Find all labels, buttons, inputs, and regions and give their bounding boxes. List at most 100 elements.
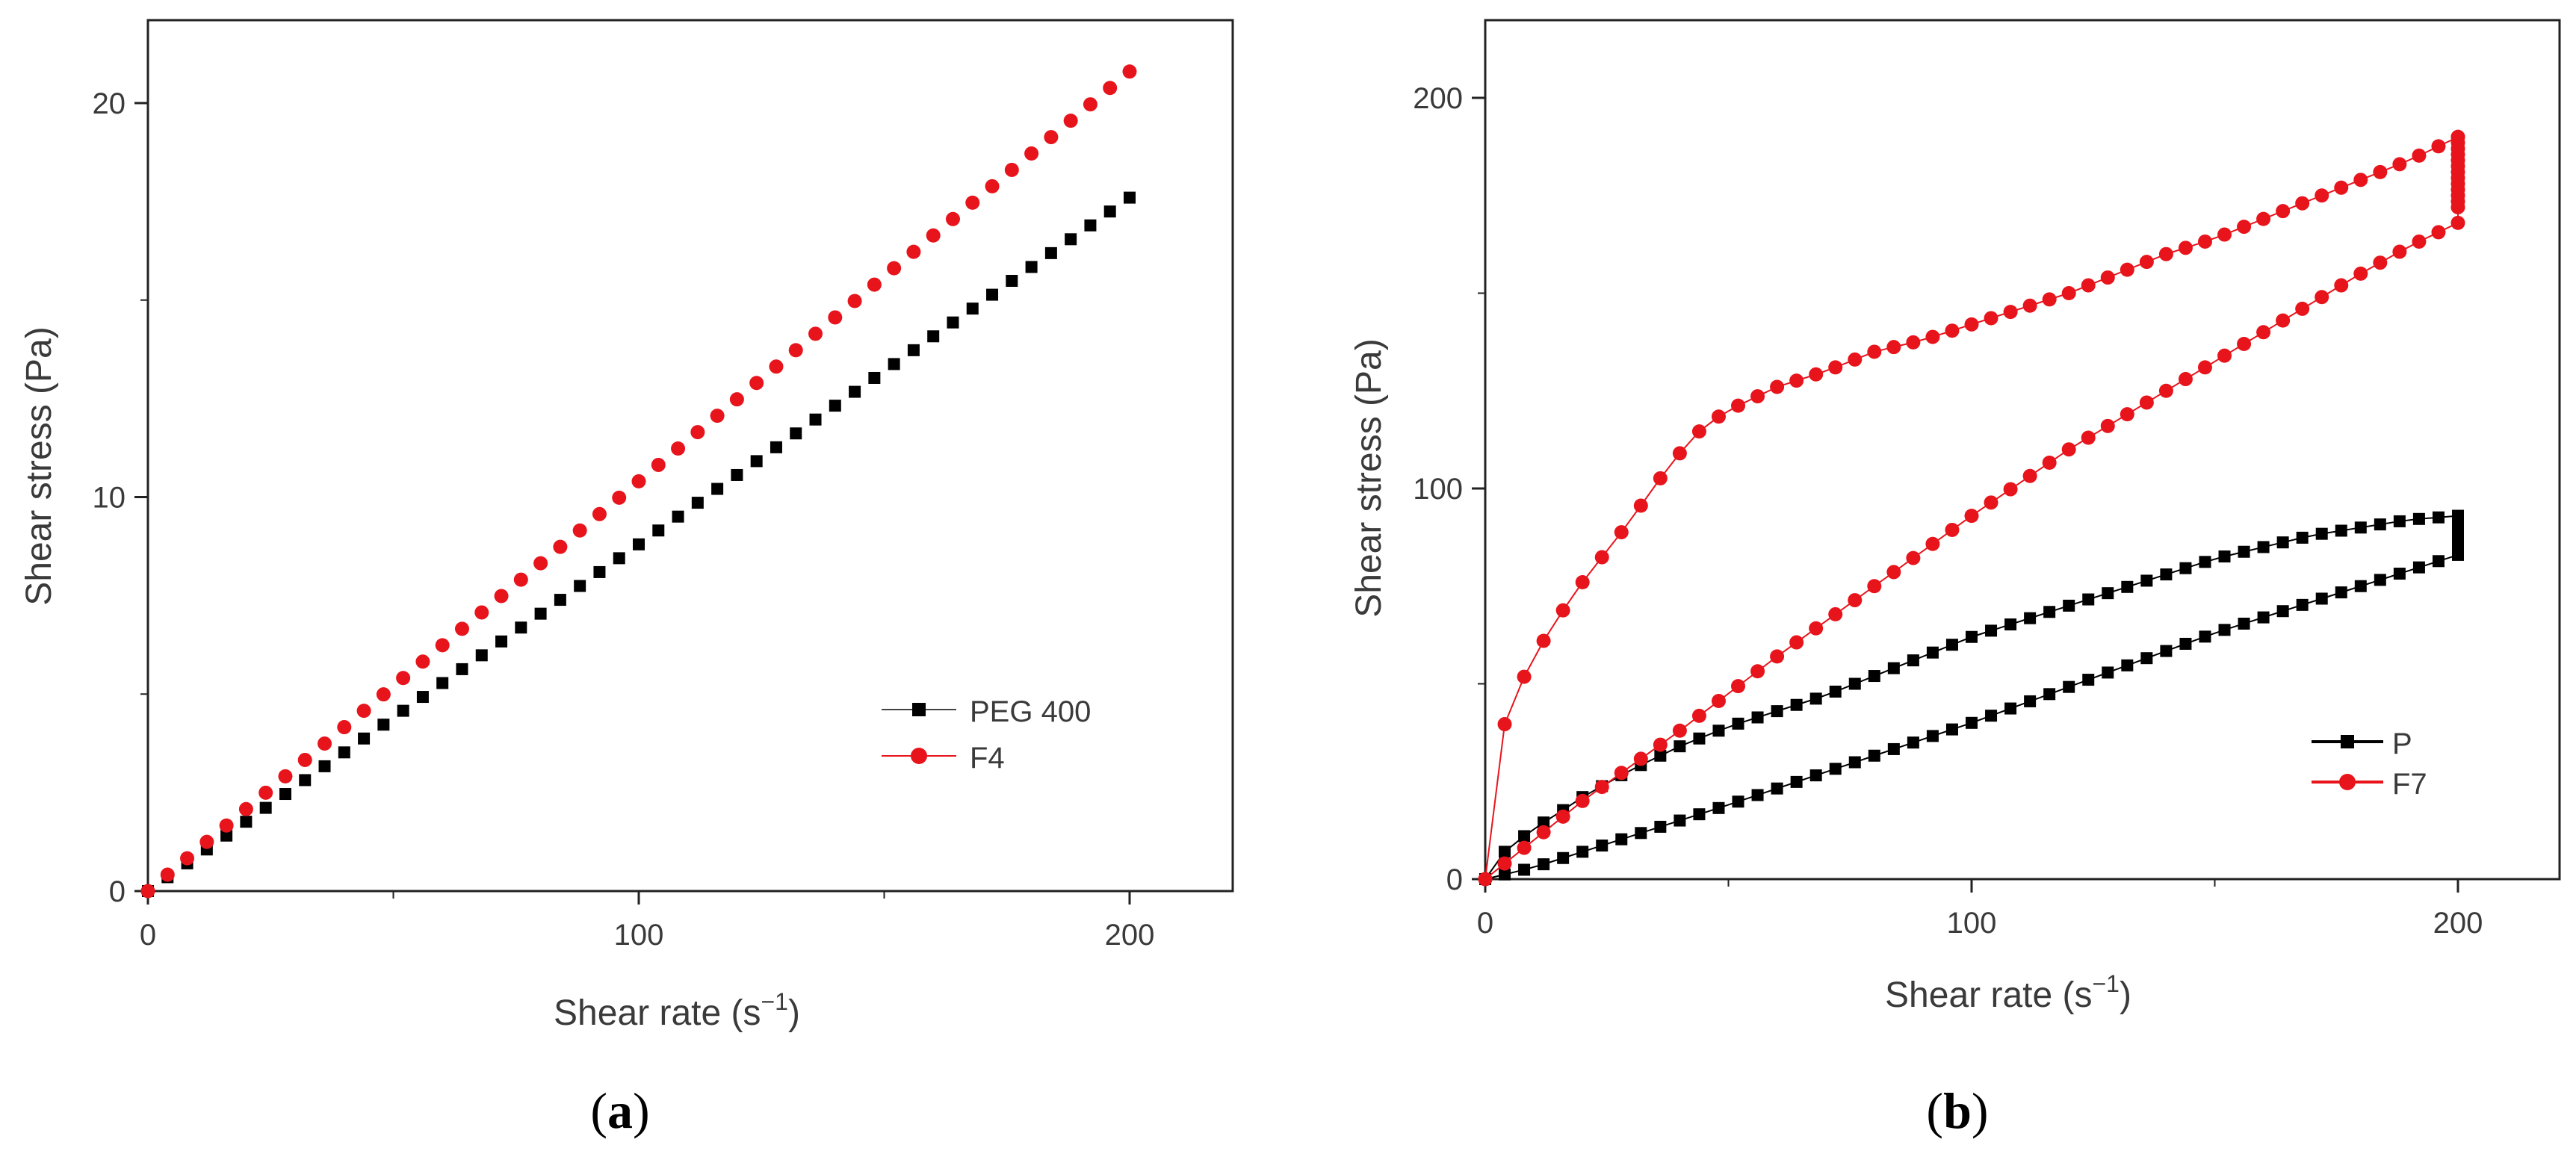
data-point-b-0-101 xyxy=(1615,833,1628,846)
data-point-a-0-7 xyxy=(279,788,291,801)
data-point-a-1-38 xyxy=(887,261,902,276)
data-point-a-0-41 xyxy=(947,316,959,329)
data-point-a-0-32 xyxy=(770,441,782,453)
data-point-a-1-5 xyxy=(238,801,253,816)
data-point-b-0-35 xyxy=(2160,568,2173,581)
data-point-a-1-9 xyxy=(318,736,332,751)
data-point-b-1-104 xyxy=(1672,723,1687,738)
plot-frame-b xyxy=(1484,19,2561,881)
data-point-b-1-84 xyxy=(2061,442,2076,457)
data-point-b-0-88 xyxy=(1868,749,1880,762)
x-tick-label-b-100: 100 xyxy=(1947,907,1997,940)
data-point-a-0-49 xyxy=(1103,205,1116,218)
panel-a: 0 100 200 0 10 20 PEG 400 F4 Shear rate (s−1)… xyxy=(19,19,1234,1139)
data-point-b-1-106 xyxy=(1633,751,1648,766)
data-point-b-0-79 xyxy=(2043,688,2056,701)
data-point-b-0-69 xyxy=(2238,617,2250,630)
data-point-b-1-107 xyxy=(1614,766,1629,781)
data-point-b-0-16 xyxy=(1790,698,1803,711)
x-axis-label-b: Shear rate (s−1) xyxy=(1885,970,2131,1015)
data-point-b-0-49 xyxy=(2432,511,2445,524)
data-point-a-1-27 xyxy=(671,441,686,456)
data-point-a-1-46 xyxy=(1044,130,1059,145)
data-point-a-0-42 xyxy=(966,303,979,315)
data-point-b-0-92 xyxy=(1790,775,1803,788)
data-point-b-0-75 xyxy=(2121,659,2134,671)
data-point-b-1-37 xyxy=(2197,234,2212,249)
data-point-a-0-20 xyxy=(534,607,547,620)
data-point-b-0-104 xyxy=(1557,851,1570,864)
data-point-a-0-29 xyxy=(711,483,724,495)
data-point-a-1-25 xyxy=(631,474,646,488)
data-point-a-0-44 xyxy=(1006,275,1018,288)
data-point-b-0-33 xyxy=(2121,580,2134,593)
data-point-a-1-50 xyxy=(1122,64,1137,79)
data-point-b-1-102 xyxy=(1711,694,1726,709)
data-point-a-1-32 xyxy=(769,359,784,374)
data-point-a-1-15 xyxy=(435,638,450,653)
data-point-a-1-43 xyxy=(985,179,1000,193)
data-point-b-1-23 xyxy=(1925,329,1940,344)
data-point-a-1-14 xyxy=(415,654,430,669)
data-point-a-1-1 xyxy=(160,867,175,882)
data-point-b-0-63 xyxy=(2354,580,2367,592)
data-point-b-1-46 xyxy=(2373,164,2388,179)
x-tick-label-a-100: 100 xyxy=(614,919,664,952)
data-point-b-1-8 xyxy=(1633,498,1648,513)
data-point-b-0-12 xyxy=(1712,725,1725,737)
data-point-b-0-85 xyxy=(1926,730,1939,742)
data-point-a-1-45 xyxy=(1024,146,1039,161)
data-point-a-1-4 xyxy=(219,818,234,833)
data-point-b-0-89 xyxy=(1848,756,1861,769)
panel-label-b: (b) xyxy=(1926,1082,1988,1139)
data-point-a-1-11 xyxy=(356,704,371,719)
data-point-b-0-27 xyxy=(2004,618,2017,631)
data-point-b-0-81 xyxy=(2004,702,2017,715)
data-point-a-0-47 xyxy=(1065,233,1077,246)
data-point-b-0-32 xyxy=(2102,587,2114,600)
legend-a-peg400-marker xyxy=(912,703,926,716)
data-point-b-0-77 xyxy=(2082,674,2095,686)
data-point-b-1-45 xyxy=(2353,173,2368,187)
data-point-b-1-20 xyxy=(1867,344,1882,359)
data-point-a-1-22 xyxy=(572,523,587,538)
data-point-a-0-5 xyxy=(240,816,253,828)
data-point-b-0-67 xyxy=(2276,605,2289,618)
data-point-b-0-65 xyxy=(2315,592,2328,605)
data-point-b-1-63 xyxy=(2450,199,2465,214)
data-point-b-1-114 xyxy=(1478,872,1493,887)
data-point-b-0-80 xyxy=(2024,695,2037,707)
data-point-b-0-18 xyxy=(1829,685,1842,698)
data-point-b-1-77 xyxy=(2197,360,2212,375)
series-a-f4 xyxy=(140,64,1137,899)
data-point-b-0-42 xyxy=(2296,531,2309,544)
data-point-a-0-30 xyxy=(731,468,743,481)
data-point-a-0-35 xyxy=(829,400,841,412)
data-point-a-1-47 xyxy=(1063,114,1078,128)
data-point-b-1-27 xyxy=(2003,305,2018,320)
data-point-a-0-24 xyxy=(613,552,625,565)
data-point-b-1-95 xyxy=(1848,593,1863,608)
data-point-b-1-39 xyxy=(2237,220,2252,235)
data-point-a-1-12 xyxy=(376,687,391,702)
data-point-b-0-62 xyxy=(2374,574,2386,586)
data-point-a-1-34 xyxy=(808,326,823,341)
data-points-b xyxy=(1478,129,2465,887)
data-point-b-1-49 xyxy=(2431,139,2446,154)
data-point-a-0-27 xyxy=(672,510,684,523)
y-tick-label-b-100: 100 xyxy=(1413,473,1463,506)
legend-a-peg400-label: PEG 400 xyxy=(970,695,1091,728)
data-point-b-0-95 xyxy=(1732,795,1744,808)
data-point-b-0-71 xyxy=(2199,630,2211,643)
data-point-a-1-17 xyxy=(474,605,489,620)
data-point-b-1-31 xyxy=(2081,278,2096,293)
data-point-b-0-91 xyxy=(1809,769,1822,782)
legend-a-f4-marker xyxy=(911,748,927,764)
series-b-p xyxy=(1479,509,2464,885)
x-tick-label-b-200: 200 xyxy=(2433,907,2483,940)
data-point-b-1-26 xyxy=(1984,311,1998,326)
data-point-a-1-42 xyxy=(965,195,980,210)
data-point-b-1-32 xyxy=(2100,270,2115,285)
y-tick-label-b-200: 200 xyxy=(1413,82,1463,115)
data-point-b-0-83 xyxy=(1966,716,1978,729)
